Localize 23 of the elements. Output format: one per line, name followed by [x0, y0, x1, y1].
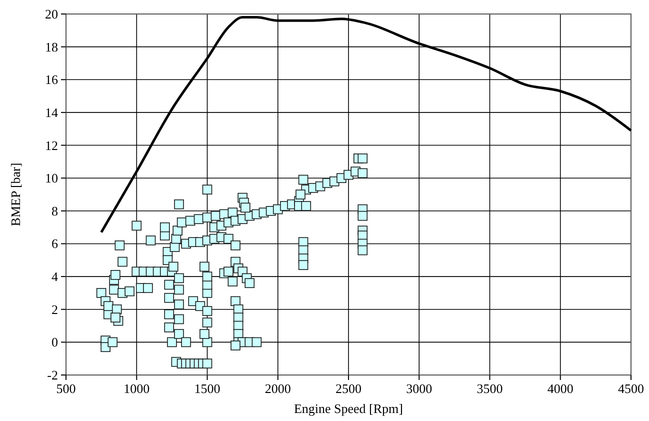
- x-tick-label: 1500: [194, 381, 220, 396]
- y-tick-label: 12: [45, 138, 58, 153]
- y-tick-label: 10: [45, 170, 58, 186]
- x-tick-label: 1000: [124, 381, 150, 396]
- x-tick-label: 3500: [476, 381, 503, 396]
- y-tick-label: 4: [52, 269, 58, 284]
- y-tick-label: -2: [47, 368, 58, 382]
- y-tick-label: 14: [45, 104, 58, 120]
- y-tick-label: 16: [45, 72, 58, 88]
- x-axis-title: Engine Speed [Rpm]: [294, 401, 404, 416]
- y-tick-label: 6: [52, 236, 58, 252]
- x-tick-label: 2000: [264, 381, 291, 396]
- y-tick-label: 2: [52, 302, 58, 317]
- x-tick-label: 4500: [618, 381, 644, 396]
- y-tick-label: 8: [52, 203, 58, 218]
- x-tick-label: 4000: [547, 381, 574, 396]
- x-tick-label: 3000: [406, 381, 432, 396]
- y-tick-label: 0: [52, 334, 58, 350]
- y-axis-title: BMEP [bar]: [8, 162, 23, 226]
- x-tick-label: 2500: [336, 381, 362, 396]
- y-tick-label: 18: [45, 39, 58, 54]
- y-tick-label: 20: [45, 6, 58, 22]
- x-tick-label: 500: [56, 381, 76, 396]
